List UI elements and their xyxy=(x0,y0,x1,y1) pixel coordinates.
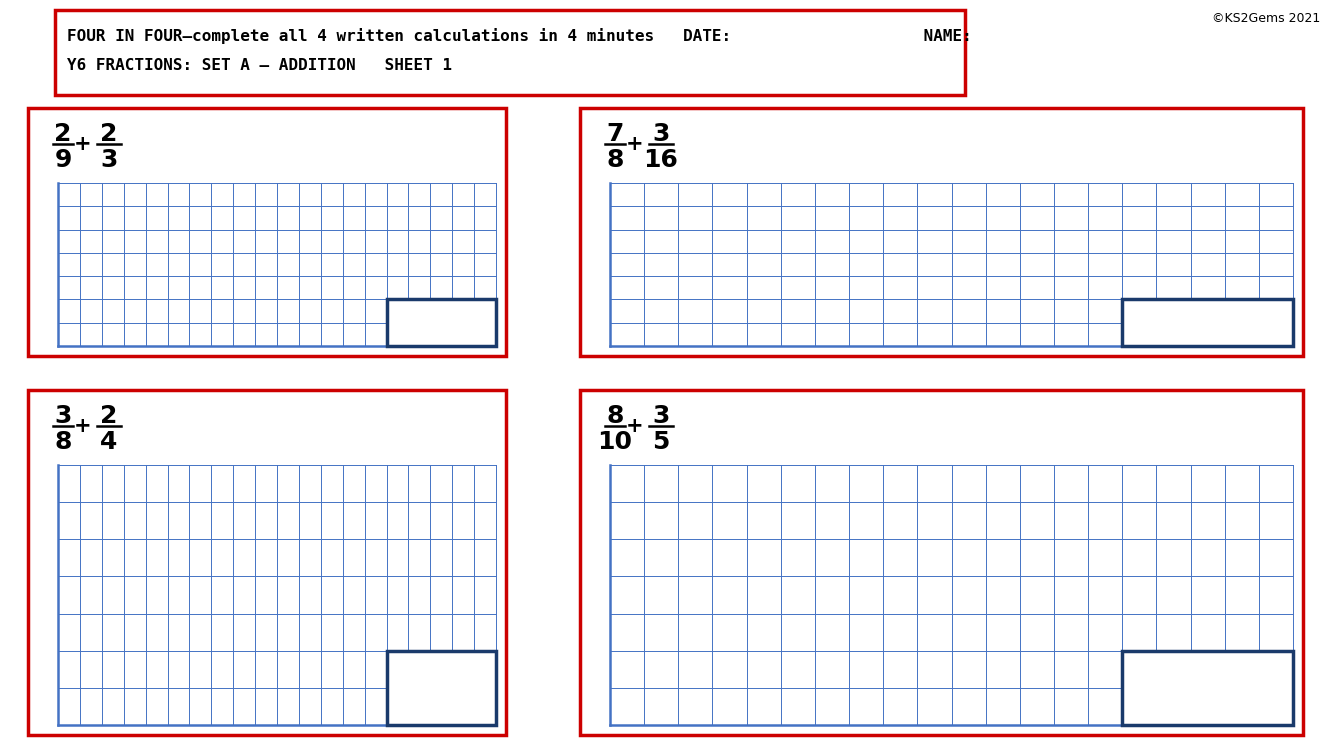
Text: +: + xyxy=(626,134,644,154)
Text: +: + xyxy=(75,416,92,436)
Text: 3: 3 xyxy=(100,148,117,172)
Text: 5: 5 xyxy=(652,430,670,454)
Bar xyxy=(28,108,506,356)
Bar xyxy=(1122,299,1293,346)
Text: FOUR IN FOUR—complete all 4 written calculations in 4 minutes   DATE:           : FOUR IN FOUR—complete all 4 written calc… xyxy=(67,28,971,44)
Text: +: + xyxy=(626,416,644,436)
Text: 3: 3 xyxy=(652,122,670,146)
Text: 16: 16 xyxy=(643,148,679,172)
Text: ©KS2Gems 2021: ©KS2Gems 2021 xyxy=(1211,12,1321,25)
Bar xyxy=(387,299,496,346)
Bar xyxy=(387,651,496,725)
Text: 9: 9 xyxy=(55,148,72,172)
Text: 3: 3 xyxy=(55,404,72,428)
Text: 2: 2 xyxy=(55,122,72,146)
Text: 8: 8 xyxy=(607,404,624,428)
Bar xyxy=(55,10,964,95)
Bar xyxy=(1122,651,1293,725)
Text: 8: 8 xyxy=(55,430,72,454)
Bar xyxy=(580,108,1303,356)
Text: 2: 2 xyxy=(100,404,117,428)
Bar xyxy=(580,390,1303,735)
Text: Y6 FRACTIONS: SET A — ADDITION   SHEET 1: Y6 FRACTIONS: SET A — ADDITION SHEET 1 xyxy=(67,58,452,73)
Bar xyxy=(28,390,506,735)
Text: 2: 2 xyxy=(100,122,117,146)
Text: 10: 10 xyxy=(598,430,632,454)
Text: 4: 4 xyxy=(100,430,117,454)
Text: 8: 8 xyxy=(607,148,624,172)
Text: 3: 3 xyxy=(652,404,670,428)
Text: 7: 7 xyxy=(607,122,624,146)
Text: +: + xyxy=(75,134,92,154)
